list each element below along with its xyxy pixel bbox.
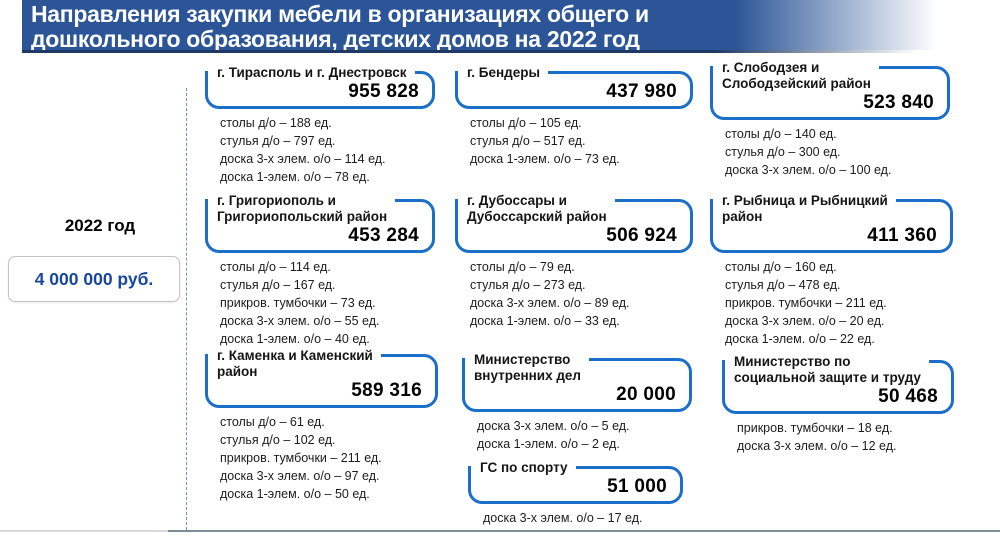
items-list: доска 3-х элем. о/о – 5 ед. доска 1-элем.…	[477, 417, 692, 453]
bottom-line-right	[168, 530, 1000, 532]
region-title: Министерство внутренних дел	[465, 352, 590, 384]
item-line: столы д/о – 105 ед.	[470, 116, 582, 130]
region-group: г. Тирасполь и г. Днестровск 955 828 сто…	[205, 65, 435, 186]
title-line-2: дошкольного образования, детских домов н…	[31, 26, 640, 52]
item-line: доска 1-элем. о/о – 78 ед.	[220, 170, 370, 184]
region-title: г. Тирасполь и г. Днестровск	[208, 65, 415, 81]
budget-box: 4 000 000 руб.	[8, 256, 180, 302]
items-list: столы д/о – 79 ед. стулья д/о – 273 ед. до…	[470, 258, 693, 330]
region-group: г. Каменка и Каменский район 589 316 сто…	[205, 348, 438, 503]
item-line: столы д/о – 160 ед.	[725, 260, 837, 274]
amount-value: 523 840	[863, 92, 934, 113]
amount-bracket: г. Слободзея и Слободзейский район 523 8…	[710, 60, 950, 120]
amount-value: 453 284	[348, 225, 419, 246]
item-line: прикров. тумбочки – 211 ед.	[725, 296, 887, 310]
item-line: стулья д/о – 478 ед.	[725, 278, 841, 292]
region-group: Министерство внутренних дел 20 000 доска…	[462, 352, 692, 453]
item-line: доска 1-элем. о/о – 73 ед.	[470, 152, 620, 166]
region-group: г. Бендеры 437 980 столы д/о – 105 ед. ст…	[455, 65, 693, 168]
region-group: Министерство по социальной защите и труд…	[722, 354, 954, 455]
items-list: столы д/о – 188 ед. стулья д/о – 797 ед. д…	[220, 114, 435, 186]
item-line: стулья д/о – 797 ед.	[220, 134, 336, 148]
item-line: столы д/о – 61 ед.	[220, 415, 325, 429]
amount-value: 589 316	[351, 380, 422, 401]
item-line: стулья д/о – 167 ед.	[220, 278, 336, 292]
amount-bracket: г. Рыбница и Рыбницкий район 411 360	[710, 193, 953, 253]
region-group: г. Григориополь и Григориопольский район…	[205, 193, 435, 348]
items-list: столы д/о – 160 ед. стулья д/о – 478 ед. п…	[725, 258, 953, 366]
amount-bracket: Министерство по социальной защите и труд…	[722, 354, 954, 414]
item-line: стулья д/о – 102 ед.	[220, 433, 336, 447]
item-line: столы д/о – 114 ед.	[220, 260, 331, 274]
item-line: доска 3-х элем. о/о – 20 ед.	[725, 314, 885, 328]
amount-bracket: г. Каменка и Каменский район 589 316	[205, 348, 438, 408]
item-line: доска 3-х элем. о/о – 97 ед.	[220, 469, 380, 483]
item-line: доска 1-элем. о/о – 40 ед.	[220, 332, 370, 346]
region-title: ГС по спорту	[471, 460, 576, 476]
region-title: Министерство по социальной защите и труд…	[725, 354, 929, 386]
item-line: доска 3-х элем. о/о – 5 ед.	[477, 419, 630, 433]
items-list: прикров. тумбочки – 18 ед. доска 3-х элем…	[737, 419, 954, 455]
region-group: ГС по спорту 51 000 доска 3-х элем. о/о …	[468, 460, 683, 527]
amount-value: 411 360	[867, 225, 937, 246]
items-list: доска 3-х элем. о/о – 17 ед.	[483, 509, 683, 527]
amount-value: 20 000	[616, 384, 676, 405]
dashed-divider	[186, 88, 187, 530]
amount-bracket: г. Григориополь и Григориопольский район…	[205, 193, 435, 253]
region-group: г. Дубоссары и Дубоссарский район 506 92…	[455, 193, 693, 330]
title-line-1: Направления закупки мебели в организация…	[31, 1, 649, 27]
items-list: столы д/о – 140 ед. стулья д/о – 300 ед. д…	[725, 125, 950, 179]
amount-value: 50 468	[878, 386, 938, 407]
item-line: доска 3-х элем. о/о – 12 ед.	[737, 439, 897, 453]
year-label: 2022 год	[64, 216, 136, 235]
bottom-line-left	[0, 530, 168, 532]
amount-bracket: Министерство внутренних дел 20 000	[462, 352, 692, 412]
item-line: доска 1-элем. о/о – 22 ед.	[725, 332, 875, 346]
region-title: г. Григориополь и Григориопольский район	[208, 193, 396, 225]
amount-bracket: г. Тирасполь и г. Днестровск 955 828	[205, 65, 435, 109]
item-line: прикров. тумбочки – 211 ед.	[220, 451, 382, 465]
item-line: стулья д/о – 273 ед.	[470, 278, 586, 292]
region-title: г. Каменка и Каменский район	[208, 348, 381, 380]
title-bar: Направления закупки мебели в организация…	[22, 0, 985, 52]
region-title: г. Слободзея и Слободзейский район	[713, 60, 879, 92]
item-line: доска 3-х элем. о/о – 55 ед.	[220, 314, 380, 328]
items-list: столы д/о – 114 ед. стулья д/о – 167 ед. п…	[220, 258, 435, 348]
amount-value: 437 980	[606, 81, 677, 102]
amount-bracket: ГС по спорту 51 000	[468, 460, 683, 504]
item-line: стулья д/о – 517 ед.	[470, 134, 586, 148]
region-title: г. Бендеры	[458, 65, 548, 81]
items-list: столы д/о – 61 ед. стулья д/о – 102 ед. пр…	[220, 413, 438, 503]
region-group: г. Слободзея и Слободзейский район 523 8…	[710, 60, 950, 179]
region-group: г. Рыбница и Рыбницкий район 411 360 сто…	[710, 193, 953, 366]
item-line: доска 3-х элем. о/о – 89 ед.	[470, 296, 630, 310]
item-line: доска 3-х элем. о/о – 17 ед.	[483, 511, 643, 525]
region-title: г. Дубоссары и Дубоссарский район	[458, 193, 615, 225]
amount-bracket: г. Бендеры 437 980	[455, 65, 693, 109]
amount-value: 506 924	[606, 225, 677, 246]
title-bar-underline	[22, 50, 985, 53]
item-line: доска 1-элем. о/о – 33 ед.	[470, 314, 620, 328]
budget-label: 4 000 000 руб.	[34, 268, 154, 289]
item-line: доска 1-элем. о/о – 2 ед.	[477, 437, 620, 451]
amount-bracket: г. Дубоссары и Дубоссарский район 506 92…	[455, 193, 693, 253]
item-line: столы д/о – 188 ед.	[220, 116, 332, 130]
items-list: столы д/о – 105 ед. стулья д/о – 517 ед. д…	[470, 114, 693, 168]
item-line: доска 1-элем. о/о – 50 ед.	[220, 487, 370, 501]
item-line: столы д/о – 140 ед.	[725, 127, 837, 141]
item-line: прикров. тумбочки – 73 ед.	[220, 296, 376, 310]
item-line: прикров. тумбочки – 18 ед.	[737, 421, 893, 435]
amount-value: 51 000	[607, 476, 667, 497]
amount-value: 955 828	[348, 81, 419, 102]
item-line: доска 3-х элем. о/о – 100 ед.	[725, 163, 892, 177]
item-line: стулья д/о – 300 ед.	[725, 145, 841, 159]
item-line: столы д/о – 79 ед.	[470, 260, 575, 274]
region-title: г. Рыбница и Рыбницкий район	[713, 193, 896, 225]
item-line: доска 3-х элем. о/о – 114 ед.	[220, 152, 386, 166]
